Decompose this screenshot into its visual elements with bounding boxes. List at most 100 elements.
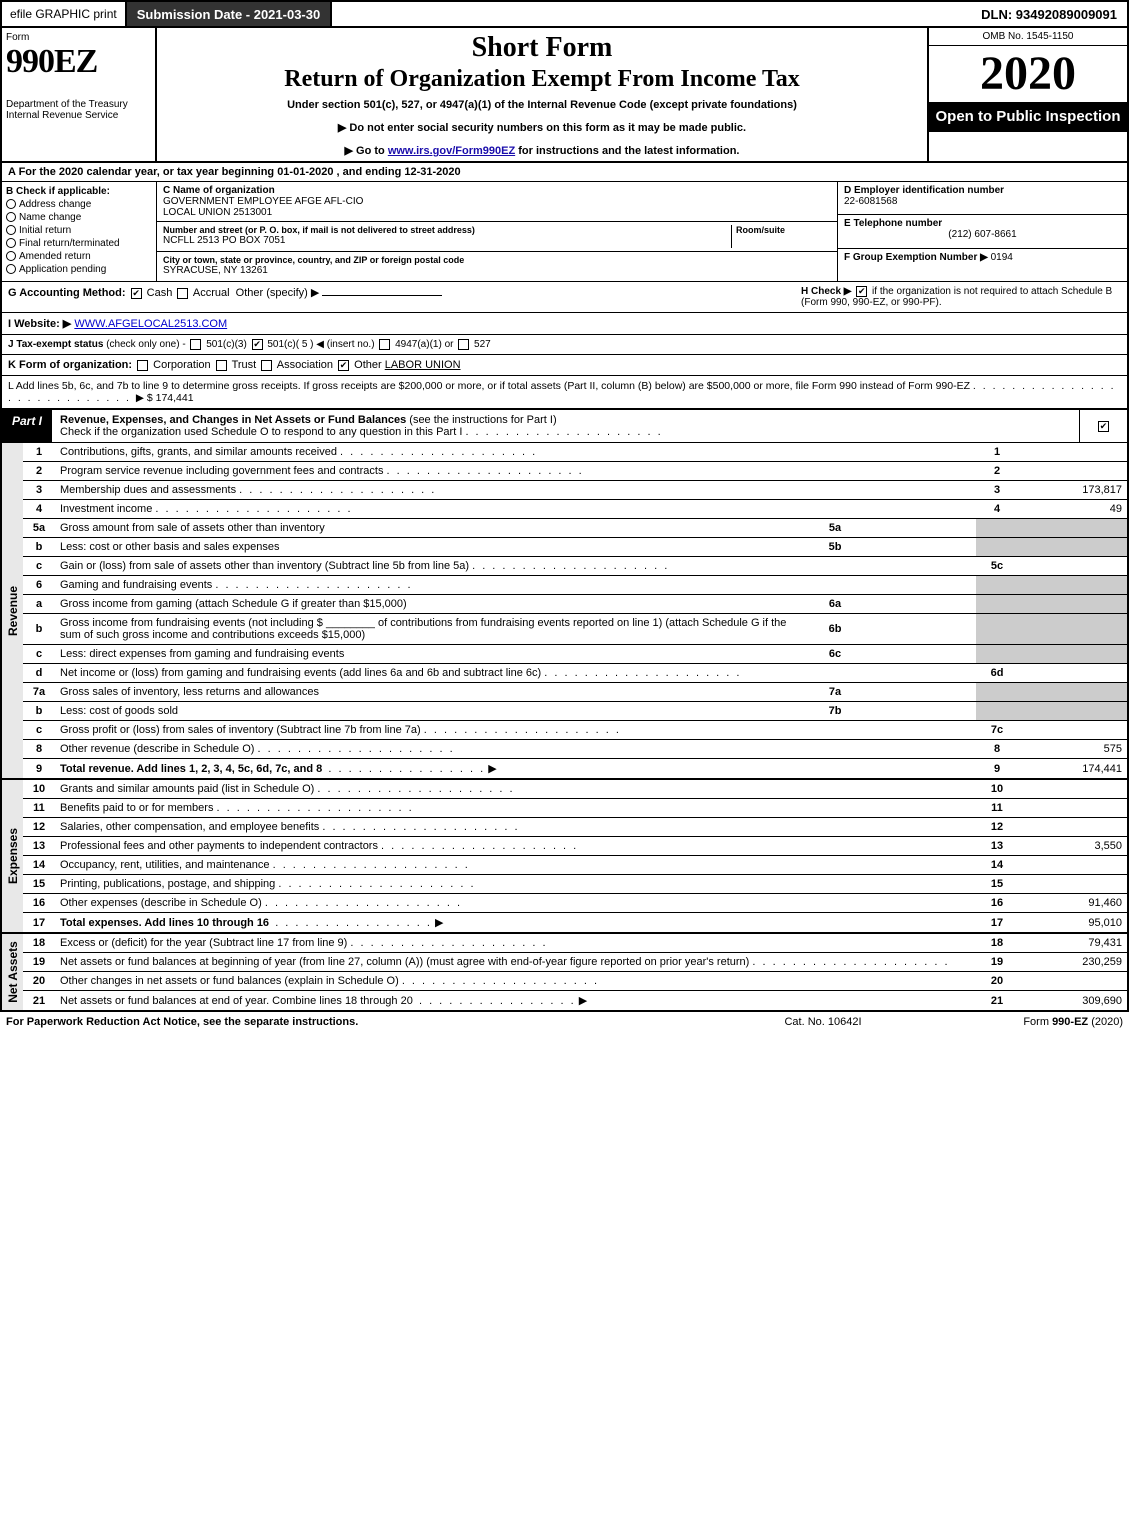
line-number: 17 xyxy=(23,913,55,934)
line-desc: Total revenue. Add lines 1, 2, 3, 4, 5c,… xyxy=(55,759,976,780)
amount-value: 309,690 xyxy=(1018,991,1128,1012)
table-row: 5aGross amount from sale of assets other… xyxy=(1,519,1128,538)
table-row: 17Total expenses. Add lines 10 through 1… xyxy=(1,913,1128,934)
efile-print-label[interactable]: efile GRAPHIC print xyxy=(2,2,127,26)
amount-line-number: 6d xyxy=(976,664,1018,683)
line-number: d xyxy=(23,664,55,683)
amount-line-number xyxy=(976,683,1018,702)
line-g-h: G Accounting Method: Cash Accrual Other … xyxy=(0,282,1129,313)
line-desc: Contributions, gifts, grants, and simila… xyxy=(55,443,976,462)
section-b: B Check if applicable: Address change Na… xyxy=(2,182,157,281)
amount-value: 79,431 xyxy=(1018,934,1128,953)
chk-accrual[interactable] xyxy=(177,288,188,299)
table-row: 11Benefits paid to or for members . . . … xyxy=(1,799,1128,818)
section-side-label: Expenses xyxy=(1,780,23,933)
chk-527[interactable] xyxy=(458,339,469,350)
table-row: bLess: cost of goods sold7b xyxy=(1,702,1128,721)
room-suite-label: Room/suite xyxy=(736,225,831,235)
line-number: a xyxy=(23,595,55,614)
chk-501c3[interactable] xyxy=(190,339,201,350)
org-addr-row: Number and street (or P. O. box, if mail… xyxy=(157,222,837,252)
line-desc: Salaries, other compensation, and employ… xyxy=(55,818,976,837)
line-desc: Grants and similar amounts paid (list in… xyxy=(55,780,976,799)
amount-line-number: 10 xyxy=(976,780,1018,799)
line-desc: Net assets or fund balances at end of ye… xyxy=(55,991,976,1012)
line-number: 19 xyxy=(23,953,55,972)
org-name-1: GOVERNMENT EMPLOYEE AFGE AFL-CIO xyxy=(163,196,831,207)
phone-value: (212) 607-8661 xyxy=(844,229,1121,240)
chk-other-org[interactable] xyxy=(338,360,349,371)
line-desc: Gross profit or (loss) from sales of inv… xyxy=(55,721,976,740)
amount-value: 49 xyxy=(1018,500,1128,519)
amount-value xyxy=(1018,576,1128,595)
chk-name-change[interactable]: Name change xyxy=(6,212,152,223)
amount-line-number xyxy=(976,538,1018,557)
chk-initial-return[interactable]: Initial return xyxy=(6,225,152,236)
amount-value xyxy=(1018,557,1128,576)
ein-value: 22-6081568 xyxy=(844,196,1121,207)
chk-4947[interactable] xyxy=(379,339,390,350)
chk-trust[interactable] xyxy=(216,360,227,371)
chk-application-pending[interactable]: Application pending xyxy=(6,264,152,275)
amount-line-number: 1 xyxy=(976,443,1018,462)
part-1-header: Part I Revenue, Expenses, and Changes in… xyxy=(0,410,1129,443)
page-footer: For Paperwork Reduction Act Notice, see … xyxy=(0,1012,1129,1032)
table-row: aGross income from gaming (attach Schedu… xyxy=(1,595,1128,614)
amount-value xyxy=(1018,702,1128,721)
section-d: D Employer identification number 22-6081… xyxy=(838,182,1127,215)
chk-association[interactable] xyxy=(261,360,272,371)
chk-501c[interactable] xyxy=(252,339,263,350)
line-desc: Less: direct expenses from gaming and fu… xyxy=(55,645,814,664)
table-row: 14Occupancy, rent, utilities, and mainte… xyxy=(1,856,1128,875)
line-number: 6 xyxy=(23,576,55,595)
line-desc: Other changes in net assets or fund bala… xyxy=(55,972,976,991)
line-desc: Gross income from gaming (attach Schedul… xyxy=(55,595,814,614)
section-side-label: Revenue xyxy=(1,443,23,779)
chk-schedule-b[interactable] xyxy=(856,286,867,297)
org-street: NCFLL 2513 PO BOX 7051 xyxy=(163,235,731,246)
net-assets-table: Net Assets18Excess or (deficit) for the … xyxy=(0,934,1129,1012)
table-row: bLess: cost or other basis and sales exp… xyxy=(1,538,1128,557)
line-desc: Program service revenue including govern… xyxy=(55,462,976,481)
amount-value: 3,550 xyxy=(1018,837,1128,856)
table-row: 6Gaming and fundraising events . . . . .… xyxy=(1,576,1128,595)
sub-line-number: 6c xyxy=(814,645,856,664)
part-1-check xyxy=(1079,410,1127,442)
chk-address-change[interactable]: Address change xyxy=(6,199,152,210)
sub-line-number: 6b xyxy=(814,614,856,645)
line-desc: Other revenue (describe in Schedule O) .… xyxy=(55,740,976,759)
amount-line-number: 17 xyxy=(976,913,1018,934)
irs-gov-link[interactable]: www.irs.gov/Form990EZ xyxy=(388,145,515,157)
tax-year: 2020 xyxy=(929,46,1127,102)
amount-value: 95,010 xyxy=(1018,913,1128,934)
line-j: J Tax-exempt status (check only one) - 5… xyxy=(0,335,1129,355)
amount-line-number: 5c xyxy=(976,557,1018,576)
catalog-number: Cat. No. 10642I xyxy=(723,1016,923,1028)
amount-value: 91,460 xyxy=(1018,894,1128,913)
table-row: 13Professional fees and other payments t… xyxy=(1,837,1128,856)
chk-final-return[interactable]: Final return/terminated xyxy=(6,238,152,249)
chk-amended-return[interactable]: Amended return xyxy=(6,251,152,262)
website-link[interactable]: WWW.AFGELOCAL2513.COM xyxy=(74,318,227,330)
amount-line-number: 20 xyxy=(976,972,1018,991)
other-specify-input[interactable] xyxy=(322,295,442,296)
table-row: 2Program service revenue including gover… xyxy=(1,462,1128,481)
line-number: 14 xyxy=(23,856,55,875)
header-left: Form 990EZ Department of the Treasury In… xyxy=(2,28,157,161)
amount-value xyxy=(1018,664,1128,683)
chk-corporation[interactable] xyxy=(137,360,148,371)
section-side-label: Net Assets xyxy=(1,934,23,1011)
amount-line-number xyxy=(976,595,1018,614)
line-number: c xyxy=(23,645,55,664)
chk-cash[interactable] xyxy=(131,288,142,299)
table-row: 3Membership dues and assessments . . . .… xyxy=(1,481,1128,500)
section-b-heading: B Check if applicable: xyxy=(6,186,152,197)
dept-label: Department of the Treasury xyxy=(6,99,151,110)
open-public-badge: Open to Public Inspection xyxy=(929,102,1127,132)
org-name-row: C Name of organization GOVERNMENT EMPLOY… xyxy=(157,182,837,222)
table-row: 21Net assets or fund balances at end of … xyxy=(1,991,1128,1012)
sub-amount xyxy=(856,702,976,721)
chk-schedule-o[interactable] xyxy=(1098,421,1109,432)
amount-value xyxy=(1018,799,1128,818)
table-row: dNet income or (loss) from gaming and fu… xyxy=(1,664,1128,683)
